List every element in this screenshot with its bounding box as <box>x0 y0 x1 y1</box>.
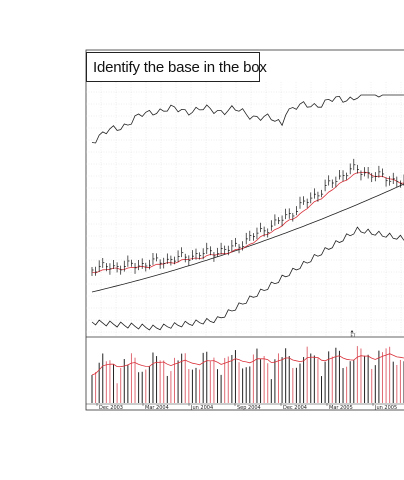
chart-grid <box>86 82 404 336</box>
chart-title: Identify the base in the box <box>93 58 267 76</box>
short-moving-average-line <box>91 171 404 274</box>
x-tick-label: Sep 2004 <box>237 405 261 411</box>
event-marker-icon <box>350 330 354 333</box>
lower-relative-line <box>91 226 404 331</box>
x-tick-label: Dec 2003 <box>99 405 123 411</box>
relative-strength-line <box>91 94 404 144</box>
short-moving-average <box>91 171 404 274</box>
x-tick-label: Jun 2005 <box>374 405 397 411</box>
long-moving-average <box>91 183 404 293</box>
x-tick-label: Mar 2004 <box>145 405 169 411</box>
chart-frame <box>85 49 404 411</box>
volume-bars <box>91 346 404 403</box>
lower-relative <box>91 226 404 331</box>
x-axis-ticks: Dec 2003 Mar 2004 Jun 2004 Sep 2004 Dec 2004… <box>96 403 397 411</box>
relative-strength <box>91 94 404 144</box>
event-marker-label: E7 <box>351 333 357 338</box>
event-marker: E7 <box>350 330 357 338</box>
x-tick-label: Jun 2004 <box>190 405 213 411</box>
price-bars <box>91 158 404 276</box>
long-moving-average-line <box>91 183 404 293</box>
volume-average <box>91 353 404 376</box>
x-tick-label: Dec 2004 <box>283 405 307 411</box>
x-tick-label: Mar 2005 <box>329 405 353 411</box>
volume-average-line <box>91 353 404 376</box>
chart-title-box: Identify the base in the box <box>86 52 267 82</box>
